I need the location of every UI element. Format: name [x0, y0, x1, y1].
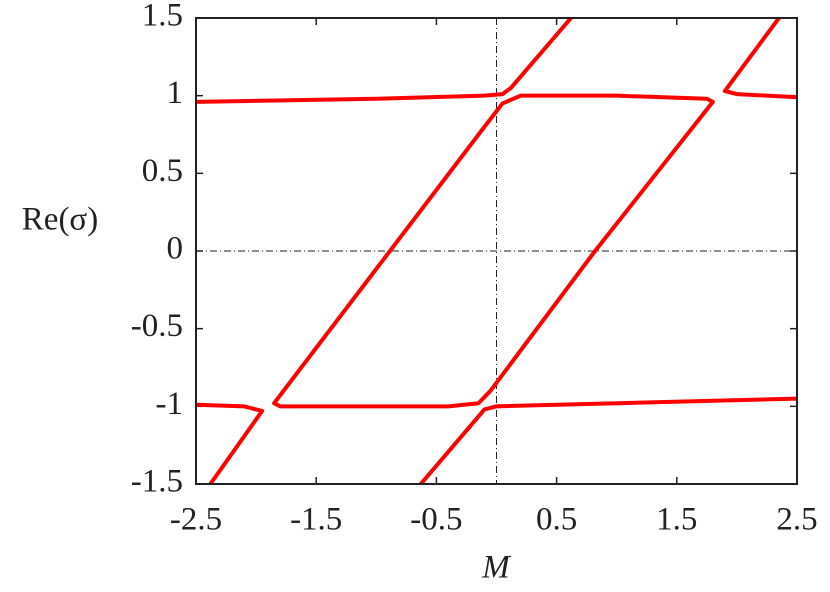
y-tick-label: 1	[167, 75, 184, 111]
data-line	[418, 396, 797, 484]
x-tick-label: -1.5	[290, 502, 342, 538]
y-tick-label: -1	[156, 386, 184, 422]
x-tick-label: -0.5	[410, 502, 462, 538]
y-tick-label: -0.5	[131, 308, 183, 344]
data-line	[722, 18, 797, 100]
x-tick-label: 2.5	[776, 502, 817, 538]
plot-frame	[195, 17, 798, 485]
y-tick-label: -1.5	[131, 464, 183, 500]
data-line	[272, 93, 715, 409]
x-tick-label: 1.5	[656, 502, 697, 538]
y-axis-label: Re(σ)	[22, 202, 98, 238]
x-tick-label: -2.5	[170, 502, 222, 538]
x-axis-label: M	[481, 550, 511, 586]
data-line	[196, 18, 574, 104]
y-tick-label: 1.5	[142, 0, 183, 34]
y-tick-label: 0	[167, 231, 184, 267]
data-line	[196, 402, 265, 484]
y-tick-label: 0.5	[142, 153, 183, 189]
x-tick-label: 0.5	[536, 502, 577, 538]
